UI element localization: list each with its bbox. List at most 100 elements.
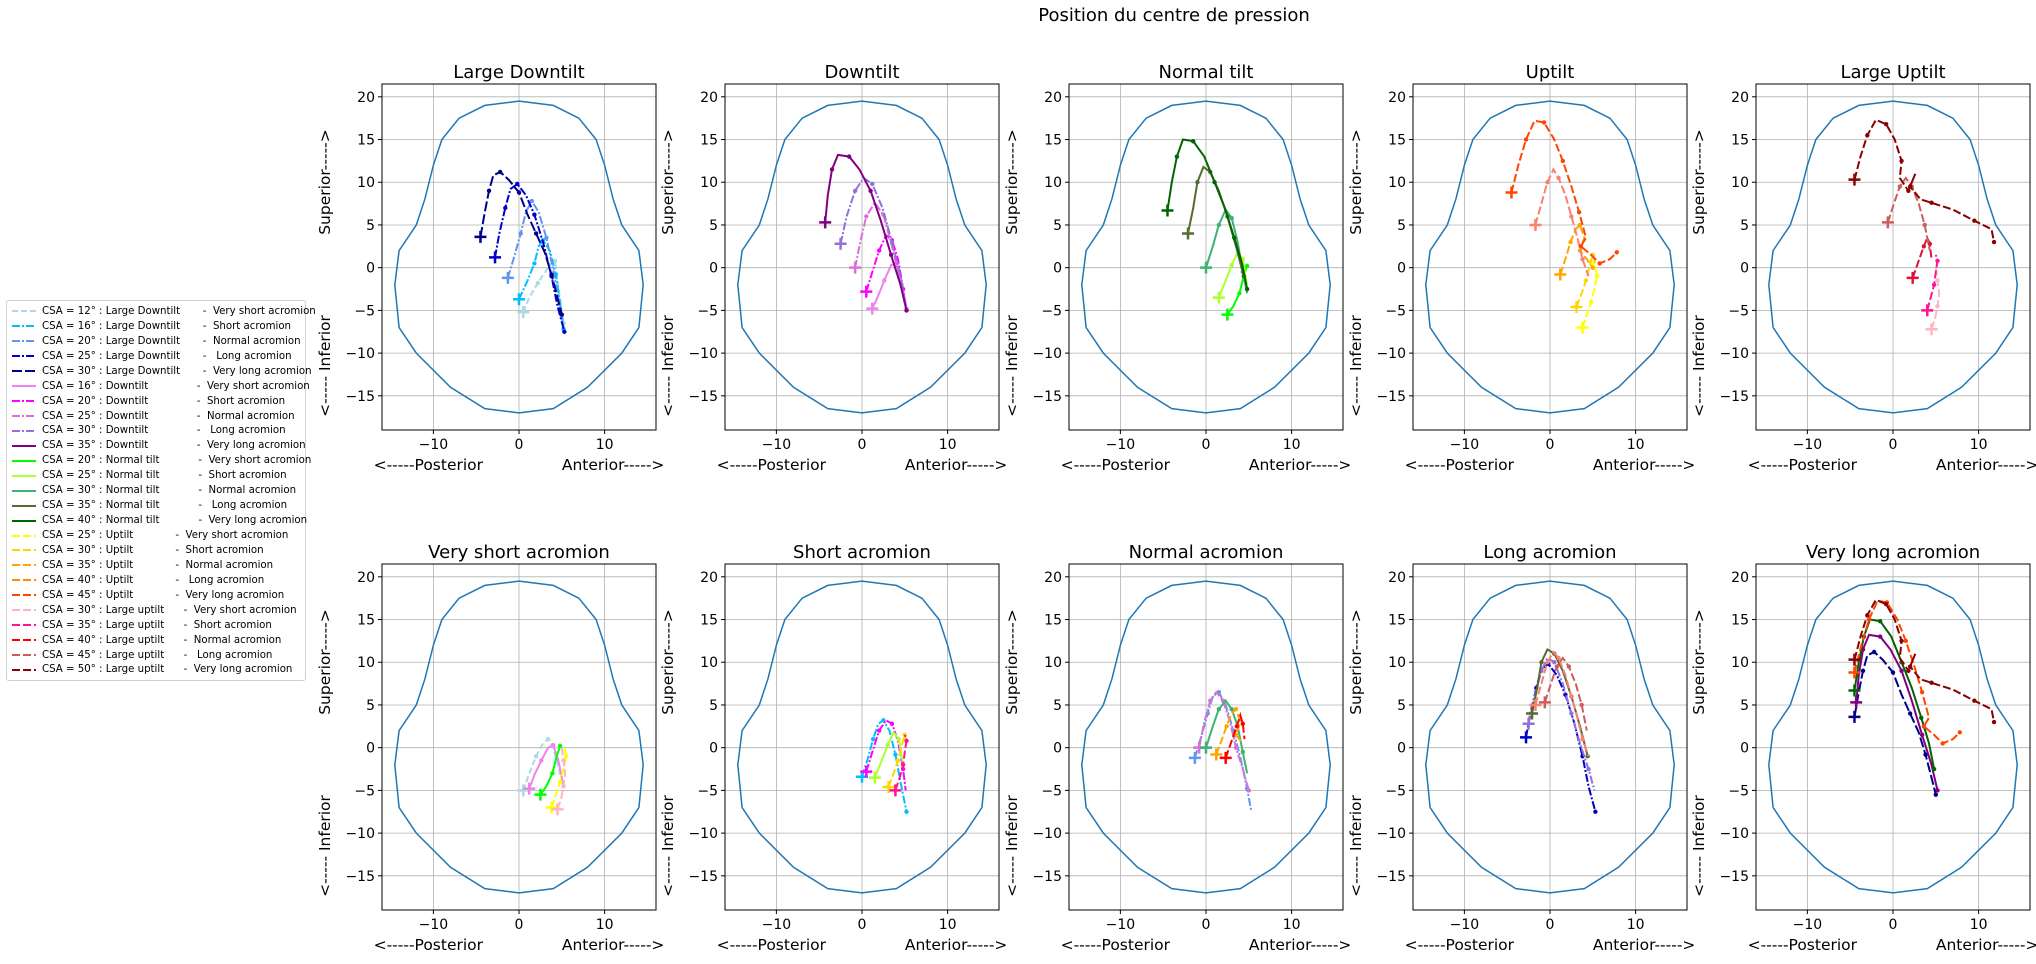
y-tick-label: −10 [345,346,375,362]
legend-swatch [12,310,36,313]
x-tick-label: −10 [1793,917,1823,933]
subplot: −10 0 10 −15 −10 −5 0 5 10 15 20 Normal acromion <--… [1003,542,1351,954]
y-tick-label: 10 [1044,655,1062,671]
series-line [522,737,562,791]
series-point [1935,258,1940,264]
subplot-title: Short acromion [793,542,931,563]
y-tick-label: 15 [700,133,718,149]
subplot-title: Very long acromion [1806,542,1980,563]
x-tick-label: −10 [419,917,449,933]
series-point [904,809,909,814]
y-tick-label: −10 [1032,346,1062,362]
x-axis-label: <-----Posterior Anterior-----> [1748,456,2036,474]
series-point [1212,180,1217,185]
subplot: −10 0 10 −15 −10 −5 0 5 10 15 20 Downtilt <-----Post… [659,62,1007,474]
y-tick-label: 15 [1388,613,1406,629]
series-point [1871,649,1877,655]
x-axis-label: <-----Posterior Anterior-----> [1405,936,1696,954]
legend-swatch [12,444,36,447]
legend-label: CSA = 16° : Downtilt - Very short acromi… [42,380,310,392]
legend-entry: CSA = 30° : Normal tilt - Normal acromio… [11,483,301,498]
start-marker [1526,707,1539,720]
y-tick-label: −15 [688,869,718,885]
series-point [1190,139,1196,144]
series-point [1523,137,1529,142]
x-tick-label: −10 [1793,437,1823,453]
series-line [1855,633,1939,791]
legend-entry: CSA = 50° : Large uptilt - Very long acr… [11,663,301,678]
y-axis-label-inferior: <----- Inferior [659,794,677,896]
start-marker [1848,710,1861,723]
series-point [1921,244,1927,249]
y-tick-label: 0 [1397,261,1406,277]
series-point [1907,184,1913,189]
subplot-title: Uptilt [1526,62,1575,83]
series-point [1244,286,1250,292]
series-point [1216,707,1222,712]
y-tick-label: 20 [1731,90,1749,106]
start-marker [1848,684,1861,697]
y-axis-label-inferior: <----- Inferior [1347,794,1365,896]
x-tick-label: 0 [1889,917,1898,933]
y-axis-label-superior: Superior-----> [1003,609,1021,715]
legend-entry: CSA = 30° : Large uptilt - Very short ac… [11,603,301,618]
x-tick-label: 10 [1283,437,1301,453]
start-marker [517,784,530,797]
y-tick-label: −15 [1719,869,1749,885]
legend-swatch [12,504,36,507]
series-point [1907,664,1913,669]
start-marker [1212,291,1225,304]
glenoid-outline [394,100,644,414]
legend-entry: CSA = 25° : Large Downtilt - Long acromi… [11,349,301,364]
start-marker [489,251,502,264]
legend-entry: CSA = 35° : Large uptilt - Short acromio… [11,618,301,633]
series-point [1897,184,1903,189]
series-point [497,169,503,175]
start-marker [889,784,902,797]
x-tick-label: −10 [1106,917,1136,933]
series-line [824,153,908,311]
series-point [550,771,555,776]
y-tick-label: −10 [1376,826,1406,842]
legend-label: CSA = 30° : Uptilt - Short acromion [42,544,264,556]
series-line [1581,262,1599,328]
x-tick-label: 0 [1546,917,1555,933]
y-tick-label: −5 [354,303,375,319]
y-axis-label-inferior: <----- Inferior [1347,314,1365,416]
y-axis-label-inferior: <----- Inferior [1003,314,1021,416]
series-point [1935,303,1940,309]
y-axis-label-inferior: <----- Inferior [316,314,334,416]
series-point [1246,788,1252,793]
start-marker [860,765,873,778]
x-tick-label: −10 [762,437,792,453]
series-point [852,188,858,193]
x-tick-label: 0 [858,437,867,453]
y-tick-label: −15 [1032,389,1062,405]
series-point [1883,601,1889,607]
legend-label: CSA = 35° : Uptilt - Normal acromion [42,559,274,571]
start-marker [1505,186,1518,199]
start-marker [1529,698,1542,711]
y-tick-label: 0 [366,741,375,757]
legend-entry: CSA = 12° : Large Downtilt - Very short … [11,304,316,319]
series-line [1205,699,1249,774]
start-marker [1576,321,1589,334]
y-tick-label: 0 [1740,261,1749,277]
y-tick-label: 5 [366,698,375,714]
series-point [1935,278,1940,283]
y-tick-label: −15 [1032,869,1062,885]
series-point [1883,121,1889,127]
legend-label: CSA = 25° : Large Downtilt - Long acromi… [42,350,292,362]
series-line [1215,707,1244,755]
legend-label: CSA = 40° : Uptilt - Long acromion [42,574,265,586]
x-tick-label: 0 [515,917,524,933]
legend-entry: CSA = 25° : Downtilt - Normal acromion [11,409,301,424]
start-marker [474,230,487,243]
series-point [1919,689,1925,695]
series-point [895,758,901,763]
series-point [846,154,852,159]
legend-entry: CSA = 20° : Large Downtilt - Normal acro… [11,334,301,349]
series-point [1588,299,1594,305]
series-point [1860,668,1866,673]
series-point [1556,175,1561,181]
